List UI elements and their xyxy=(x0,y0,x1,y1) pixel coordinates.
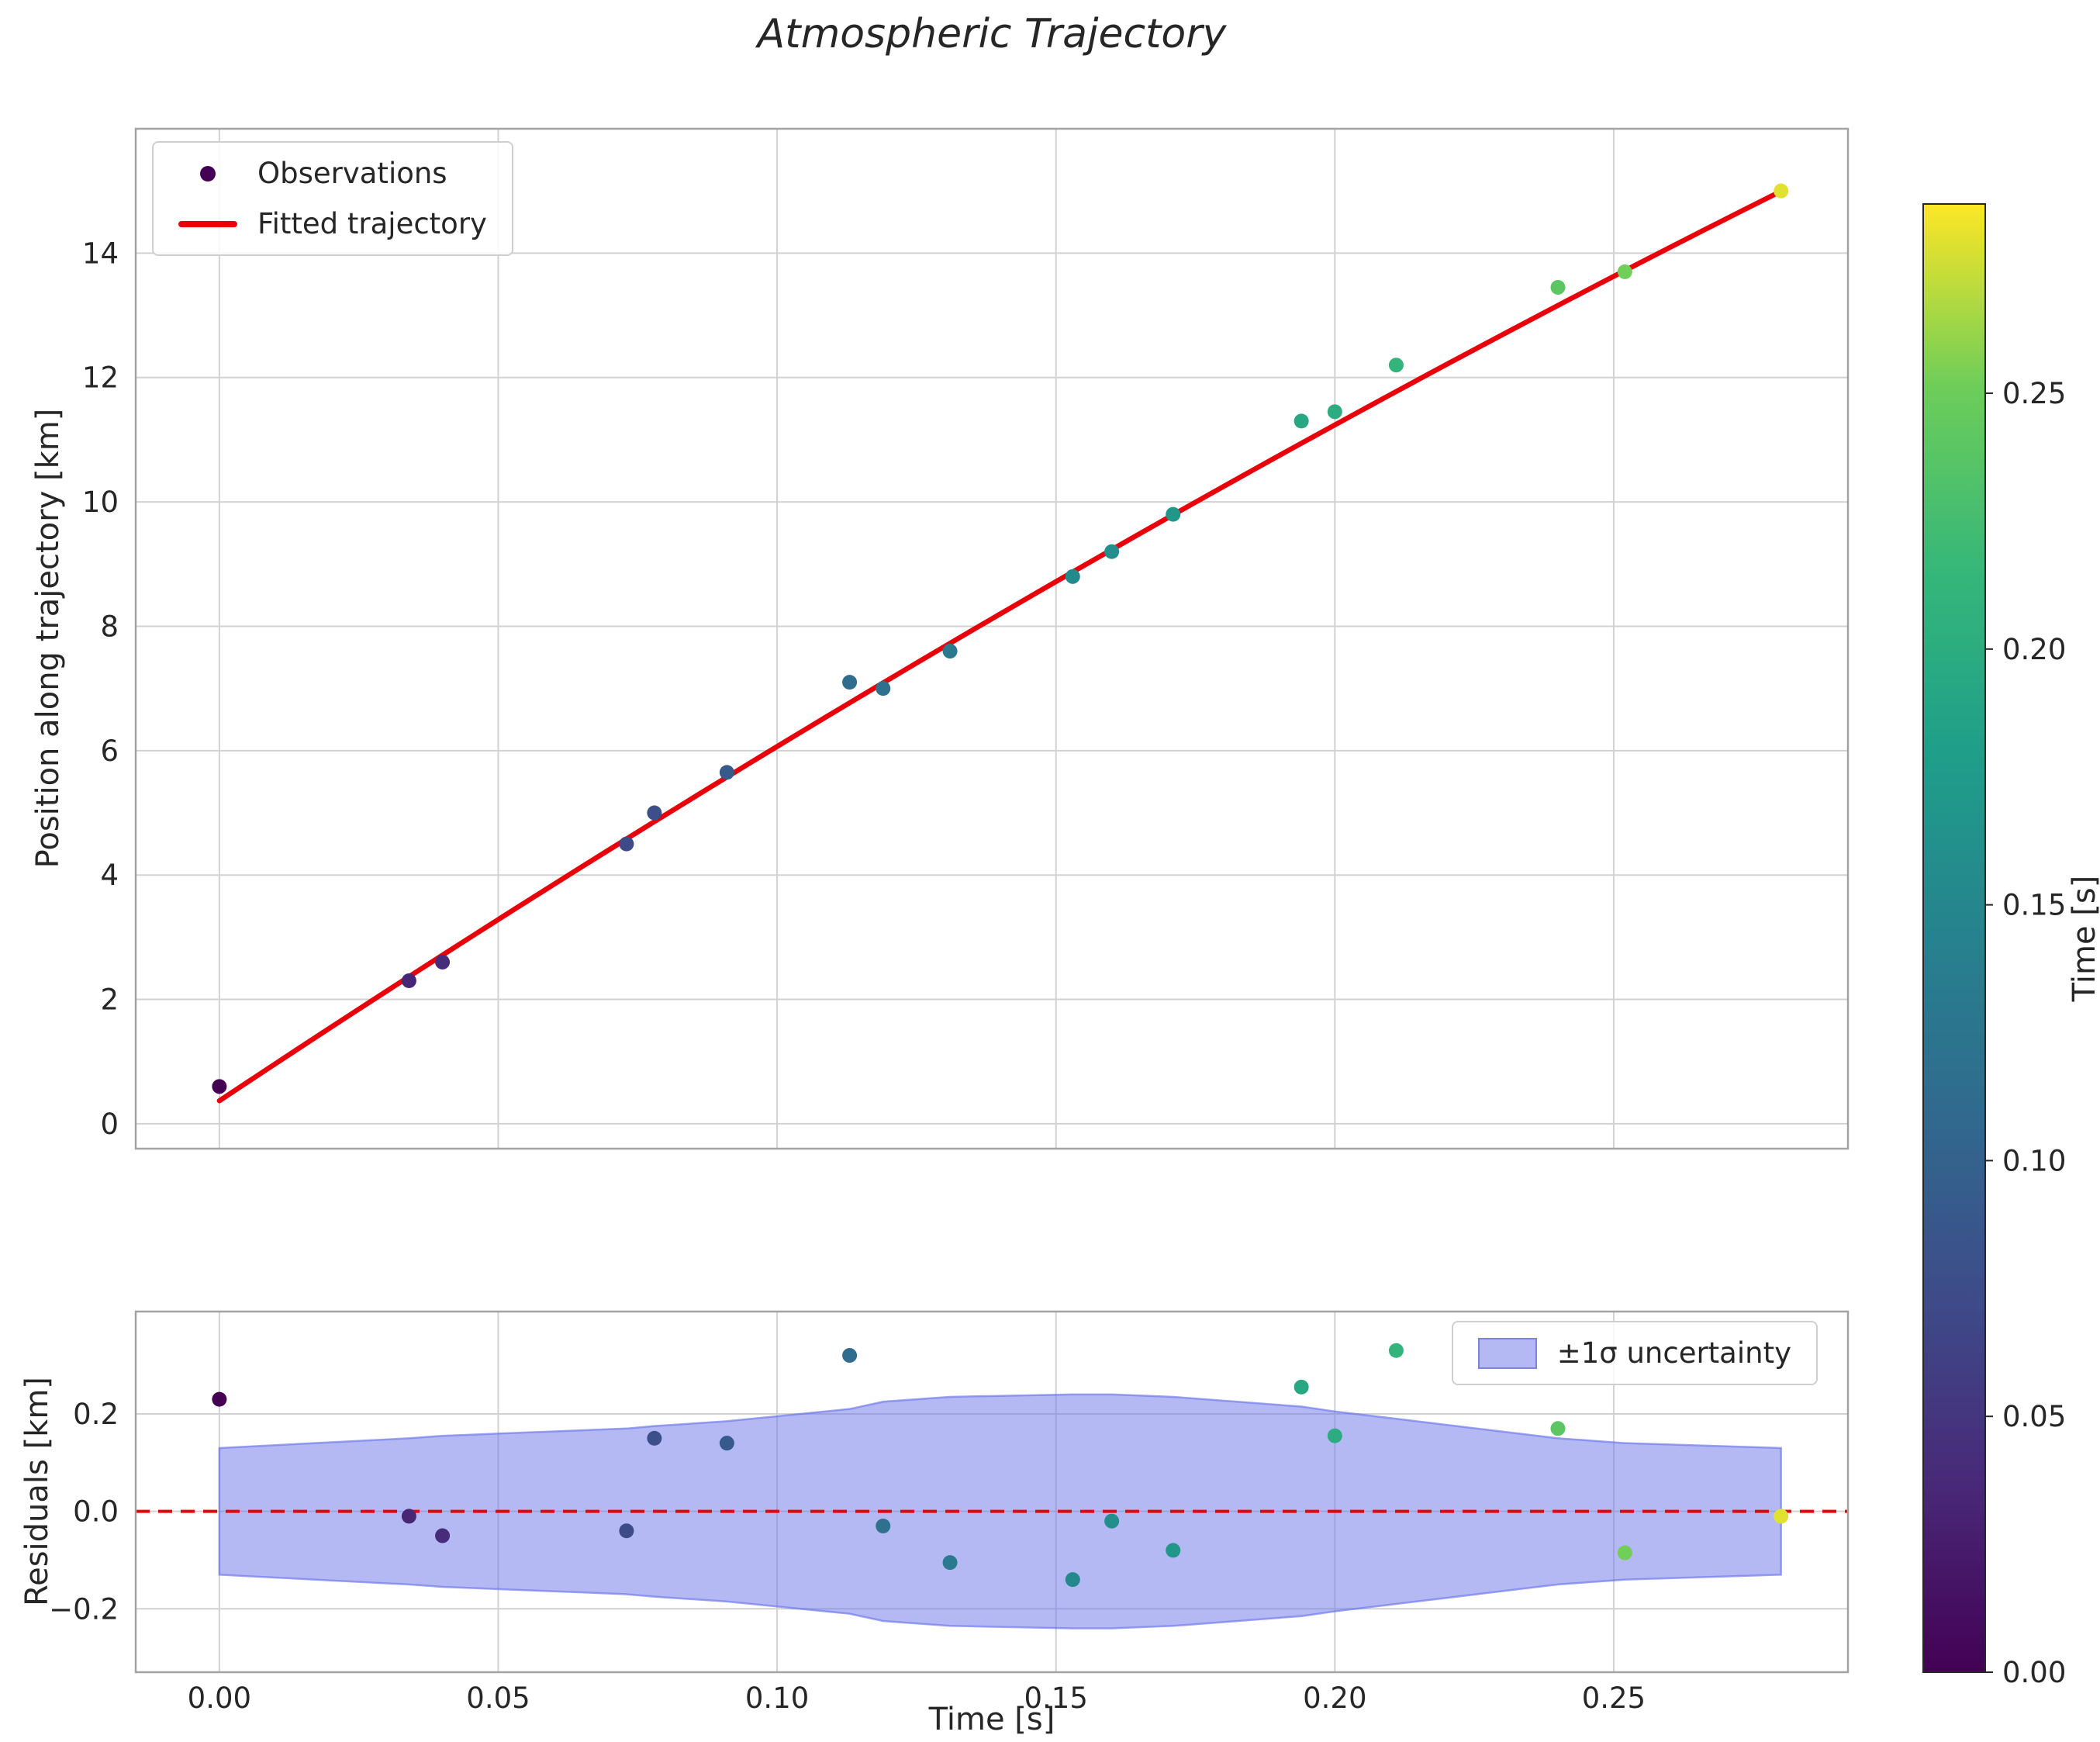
legend-label-uncertainty: ±1σ uncertainty xyxy=(1556,1336,1791,1370)
tick-label: 0.00 xyxy=(2002,1656,2066,1689)
tick-label: 0 xyxy=(100,1108,119,1141)
x-axis-label: Time [s] xyxy=(928,1702,1055,1737)
tick-label: 0.20 xyxy=(1303,1682,1366,1715)
colorbar-label: Time [s] xyxy=(2067,875,2100,1002)
residual-point xyxy=(1104,1513,1120,1529)
residual-point xyxy=(619,1523,634,1539)
legend-row-fitted: Fitted trajectory xyxy=(178,207,487,240)
residual-point xyxy=(1774,1509,1789,1524)
residual-point xyxy=(1617,1545,1632,1561)
observation-point xyxy=(619,836,634,852)
observation-point xyxy=(212,1079,227,1094)
tick-label: 0.20 xyxy=(2002,633,2066,666)
legend-label-observations: Observations xyxy=(257,157,447,190)
residual-point xyxy=(1327,1428,1342,1443)
observation-point xyxy=(1104,544,1120,559)
colorbar-gradient xyxy=(1923,204,1985,1672)
observation-point xyxy=(1550,279,1566,295)
observation-point xyxy=(1166,506,1181,522)
observations-marker xyxy=(200,165,216,181)
tick-label: 0.10 xyxy=(2002,1144,2066,1177)
residual-point xyxy=(1065,1572,1080,1588)
legend-row-uncertainty: ±1σ uncertainty xyxy=(1477,1336,1791,1370)
colorbar-outline xyxy=(1922,203,1986,1673)
residual-point xyxy=(1166,1543,1181,1558)
residual-point xyxy=(1388,1343,1404,1358)
chart-title: Atmospheric Trajectory xyxy=(757,11,1227,57)
tick-label: 12 xyxy=(82,361,119,395)
observation-point xyxy=(719,765,734,780)
observation-point xyxy=(401,973,416,989)
observation-point xyxy=(1617,264,1632,279)
tick-label: 0.25 xyxy=(1582,1682,1646,1715)
observation-point xyxy=(435,954,451,970)
observation-point xyxy=(842,675,858,690)
residual-point xyxy=(719,1436,734,1451)
legend-handle xyxy=(178,220,237,227)
main-y-axis-label: Position along trajectory [km] xyxy=(30,408,66,869)
residual-point xyxy=(647,1430,662,1446)
residual-point xyxy=(212,1391,227,1407)
tick-label: 6 xyxy=(100,734,119,768)
fitted-line-swatch xyxy=(178,220,237,227)
tick-label: 14 xyxy=(82,237,119,270)
residual-point xyxy=(1294,1379,1309,1395)
observation-point xyxy=(876,681,891,696)
residual-point xyxy=(435,1528,451,1543)
fitted-trajectory-line xyxy=(216,188,1784,1104)
main-legend: Observations Fitted trajectory xyxy=(152,141,513,256)
legend-row-observations: Observations xyxy=(178,157,487,190)
tick-label: 0.10 xyxy=(745,1682,809,1715)
uncertainty-band-swatch xyxy=(1477,1337,1537,1369)
tick-label: 2 xyxy=(100,983,119,1017)
tick-label: 8 xyxy=(100,610,119,643)
observation-point xyxy=(1065,569,1080,584)
observation-point xyxy=(1388,358,1404,373)
residual-point xyxy=(401,1509,416,1524)
residual-point xyxy=(942,1555,958,1571)
tick-label: 0.0 xyxy=(73,1495,119,1529)
residual-point xyxy=(1550,1421,1566,1436)
legend-handle xyxy=(1477,1337,1537,1369)
residuals-legend: ±1σ uncertainty xyxy=(1451,1321,1818,1385)
tick-label: 10 xyxy=(82,486,119,519)
axes-frame xyxy=(134,1310,1850,1674)
observation-point xyxy=(647,805,662,821)
observation-point xyxy=(942,644,958,659)
residual-point xyxy=(842,1348,858,1364)
tick-label: 0.05 xyxy=(2002,1400,2066,1433)
legend-handle xyxy=(178,165,237,181)
residuals-y-axis-label: Residuals [km] xyxy=(19,1377,55,1606)
tick-label: −0.2 xyxy=(49,1592,119,1626)
observation-point xyxy=(1327,404,1342,420)
legend-label-fitted: Fitted trajectory xyxy=(257,207,487,240)
observation-point xyxy=(1774,183,1789,199)
tick-label: 0.2 xyxy=(73,1398,119,1431)
residual-point xyxy=(876,1518,891,1533)
observation-point xyxy=(1294,413,1309,429)
tick-label: 0.05 xyxy=(466,1682,530,1715)
axes-frame xyxy=(134,127,1850,1150)
tick-label: 0.15 xyxy=(1024,1682,1088,1715)
tick-label: 0.15 xyxy=(2002,889,2066,922)
tick-label: 0.00 xyxy=(188,1682,251,1715)
tick-label: 4 xyxy=(100,859,119,892)
tick-label: 0.25 xyxy=(2002,377,2066,410)
